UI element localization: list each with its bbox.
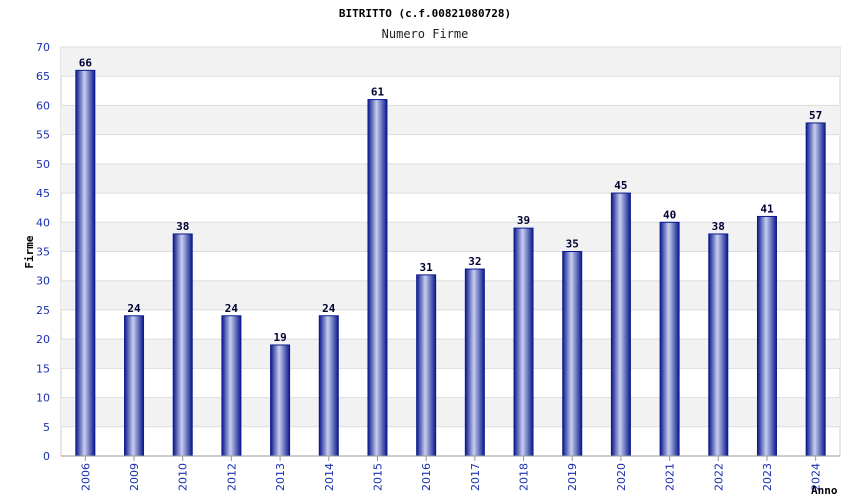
y-tick-label: 20 xyxy=(36,333,50,346)
bar-2016 xyxy=(416,274,437,457)
value-label-2014: 24 xyxy=(322,302,336,315)
x-tick-label-2012: 2012 xyxy=(225,463,238,491)
x-tick-label-2017: 2017 xyxy=(469,463,482,491)
value-label-2010: 38 xyxy=(176,220,189,233)
bar-2006 xyxy=(75,69,96,457)
y-tick-label: 50 xyxy=(36,158,50,171)
y-tick-label: 65 xyxy=(36,70,50,83)
bar-2015 xyxy=(367,99,388,457)
y-tick-label: 35 xyxy=(36,246,50,259)
x-tick-label-2010: 2010 xyxy=(177,463,190,491)
x-tick-label-2016: 2016 xyxy=(420,463,433,491)
value-label-2006: 66 xyxy=(79,56,93,69)
y-tick-label: 0 xyxy=(43,450,50,463)
bar-2020 xyxy=(610,192,631,457)
value-label-2020: 45 xyxy=(614,179,627,192)
x-tick-label-2021: 2021 xyxy=(664,463,677,491)
bar-2021 xyxy=(659,221,680,457)
y-tick-label: 40 xyxy=(36,216,50,229)
value-label-2024: 57 xyxy=(809,109,822,122)
bar-2010 xyxy=(172,233,193,457)
grid-band xyxy=(61,47,840,77)
value-label-2019: 35 xyxy=(566,238,579,251)
value-label-2016: 31 xyxy=(420,261,434,274)
value-label-2021: 40 xyxy=(663,208,676,221)
x-axis-label: Anno xyxy=(811,484,838,497)
bar-2017 xyxy=(464,268,485,457)
x-tick-label-2020: 2020 xyxy=(615,463,628,491)
x-tick-label-2023: 2023 xyxy=(761,463,774,491)
x-tick-label-2018: 2018 xyxy=(518,463,531,491)
bar-2009 xyxy=(124,315,145,457)
x-axis: 2006 2009 2010 2012 2013 2014 2015 2016 2017 2018… xyxy=(79,456,823,491)
y-tick-label: 60 xyxy=(36,99,50,112)
value-label-2017: 32 xyxy=(468,255,481,268)
value-label-2015: 61 xyxy=(371,86,385,99)
y-tick-label: 55 xyxy=(36,129,50,142)
bar-2024 xyxy=(805,122,826,457)
value-label-2013: 19 xyxy=(273,331,286,344)
y-tick-label: 30 xyxy=(36,275,50,288)
bar-2014 xyxy=(318,315,339,457)
y-tick-label: 25 xyxy=(36,304,50,317)
y-tick-label: 15 xyxy=(36,362,50,375)
x-tick-label-2022: 2022 xyxy=(712,463,725,491)
value-labels: 66 24 38 24 19 24 61 31 32 39 35 45 40 38 41 57 xyxy=(79,56,823,344)
chart-subtitle: Numero Firme xyxy=(382,27,469,41)
value-label-2023: 41 xyxy=(760,202,774,215)
x-tick-label-2009: 2009 xyxy=(128,463,141,491)
bar-2022 xyxy=(708,233,729,457)
bar-2023 xyxy=(756,215,777,457)
bar-2019 xyxy=(562,251,583,457)
value-label-2022: 38 xyxy=(712,220,725,233)
x-tick-label-2019: 2019 xyxy=(566,463,579,491)
x-tick-label-2015: 2015 xyxy=(371,463,384,491)
y-axis: 0 5 10 15 20 25 30 35 40 45 50 55 60 65 70 xyxy=(36,41,50,463)
grid-band xyxy=(61,105,840,135)
value-label-2012: 24 xyxy=(225,302,239,315)
y-tick-label: 10 xyxy=(36,392,50,405)
y-tick-label: 70 xyxy=(36,41,50,54)
y-axis-label: Firme xyxy=(23,235,36,268)
value-label-2018: 39 xyxy=(517,214,530,227)
y-tick-label: 5 xyxy=(43,421,50,434)
bar-2013 xyxy=(270,344,291,457)
x-tick-label-2006: 2006 xyxy=(79,463,92,491)
bar-series xyxy=(75,69,826,457)
chart-title: BITRITTO (c.f.00821080728) xyxy=(339,7,511,20)
grid-band xyxy=(61,163,840,194)
bar-2012 xyxy=(221,315,242,457)
value-label-2009: 24 xyxy=(127,302,141,315)
x-tick-label-2024: 2024 xyxy=(810,463,823,491)
bar-2018 xyxy=(513,227,534,457)
x-tick-label-2013: 2013 xyxy=(274,463,287,491)
x-tick-label-2014: 2014 xyxy=(323,463,336,491)
y-tick-label: 45 xyxy=(36,187,50,200)
